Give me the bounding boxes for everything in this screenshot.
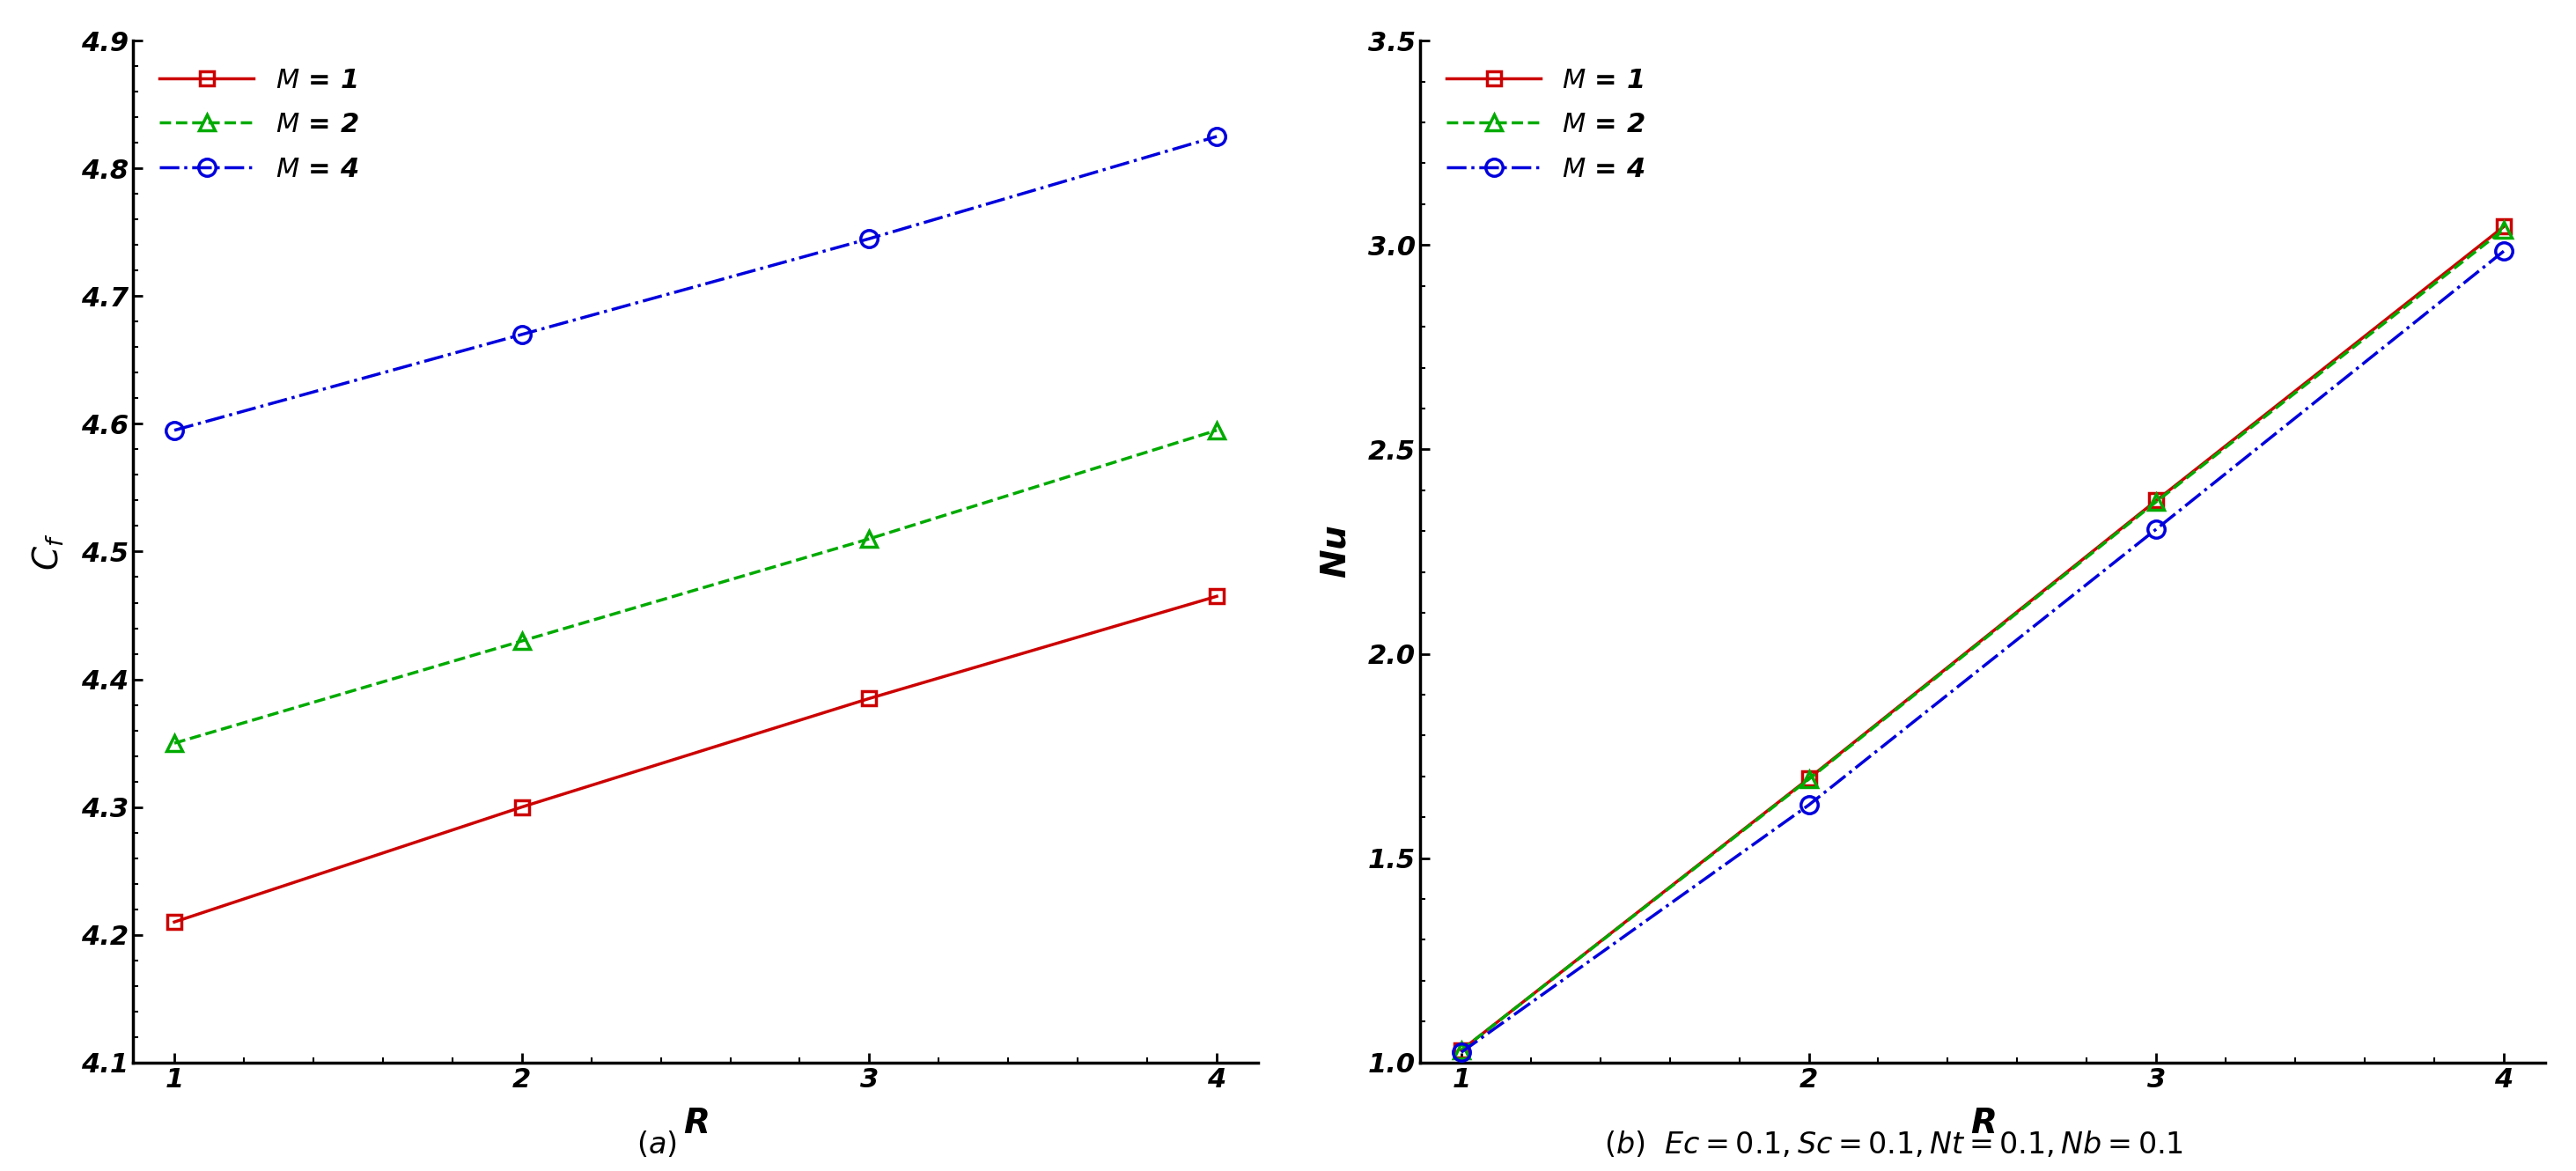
$\mathit{M}$ = 2	[1445, 1043, 1476, 1057]
$\mathit{M}$ = 4	[507, 328, 538, 342]
$\mathit{M}$ = 1	[853, 691, 884, 705]
$\mathit{M}$ = 2	[2141, 494, 2172, 508]
$\mathit{M}$ = 4	[1445, 1046, 1476, 1060]
$\mathit{M}$ = 4	[160, 423, 191, 437]
Text: $(b)$  $Ec = 0.1, Sc = 0.1, Nt = 0.1, Nb = 0.1$: $(b)$ $Ec = 0.1, Sc = 0.1, Nt = 0.1, Nb …	[1605, 1129, 2182, 1159]
Legend: $\mathit{M}$ = 1, $\mathit{M}$ = 2, $\mathit{M}$ = 4: $\mathit{M}$ = 1, $\mathit{M}$ = 2, $\ma…	[1432, 54, 1659, 196]
$\mathit{M}$ = 1	[507, 800, 538, 814]
Line: $\mathit{M}$ = 2: $\mathit{M}$ = 2	[1453, 221, 2512, 1059]
$\mathit{M}$ = 1	[1200, 589, 1231, 603]
Legend: $\mathit{M}$ = 1, $\mathit{M}$ = 2, $\mathit{M}$ = 4: $\mathit{M}$ = 1, $\mathit{M}$ = 2, $\ma…	[147, 54, 371, 196]
Text: $(a)$: $(a)$	[636, 1129, 677, 1159]
X-axis label: $\boldsymbol{R}$: $\boldsymbol{R}$	[1971, 1107, 1996, 1141]
$\mathit{M}$ = 1	[1445, 1043, 1476, 1057]
$\mathit{M}$ = 4	[1200, 130, 1231, 144]
$\mathit{M}$ = 2	[507, 634, 538, 648]
$\mathit{M}$ = 2	[1793, 772, 1824, 786]
Line: $\mathit{M}$ = 1: $\mathit{M}$ = 1	[1453, 219, 2512, 1057]
$\mathit{M}$ = 1	[2488, 220, 2519, 234]
$\mathit{M}$ = 2	[160, 737, 191, 751]
X-axis label: $\boldsymbol{R}$: $\boldsymbol{R}$	[683, 1107, 708, 1141]
Y-axis label: $\boldsymbol{C_f}$: $\boldsymbol{C_f}$	[31, 533, 67, 570]
Line: $\mathit{M}$ = 4: $\mathit{M}$ = 4	[1453, 242, 2512, 1061]
$\mathit{M}$ = 2	[2488, 222, 2519, 237]
$\mathit{M}$ = 1	[1793, 772, 1824, 786]
$\mathit{M}$ = 2	[853, 532, 884, 546]
Y-axis label: $\boldsymbol{Nu}$: $\boldsymbol{Nu}$	[1319, 525, 1352, 578]
Line: $\mathit{M}$ = 1: $\mathit{M}$ = 1	[167, 589, 1224, 930]
$\mathit{M}$ = 1	[2141, 493, 2172, 507]
Line: $\mathit{M}$ = 4: $\mathit{M}$ = 4	[165, 128, 1226, 439]
$\mathit{M}$ = 1	[160, 915, 191, 929]
$\mathit{M}$ = 4	[1793, 797, 1824, 812]
$\mathit{M}$ = 4	[2488, 245, 2519, 259]
$\mathit{M}$ = 4	[2141, 522, 2172, 536]
$\mathit{M}$ = 4	[853, 232, 884, 246]
Line: $\mathit{M}$ = 2: $\mathit{M}$ = 2	[167, 423, 1224, 751]
$\mathit{M}$ = 2	[1200, 423, 1231, 437]
